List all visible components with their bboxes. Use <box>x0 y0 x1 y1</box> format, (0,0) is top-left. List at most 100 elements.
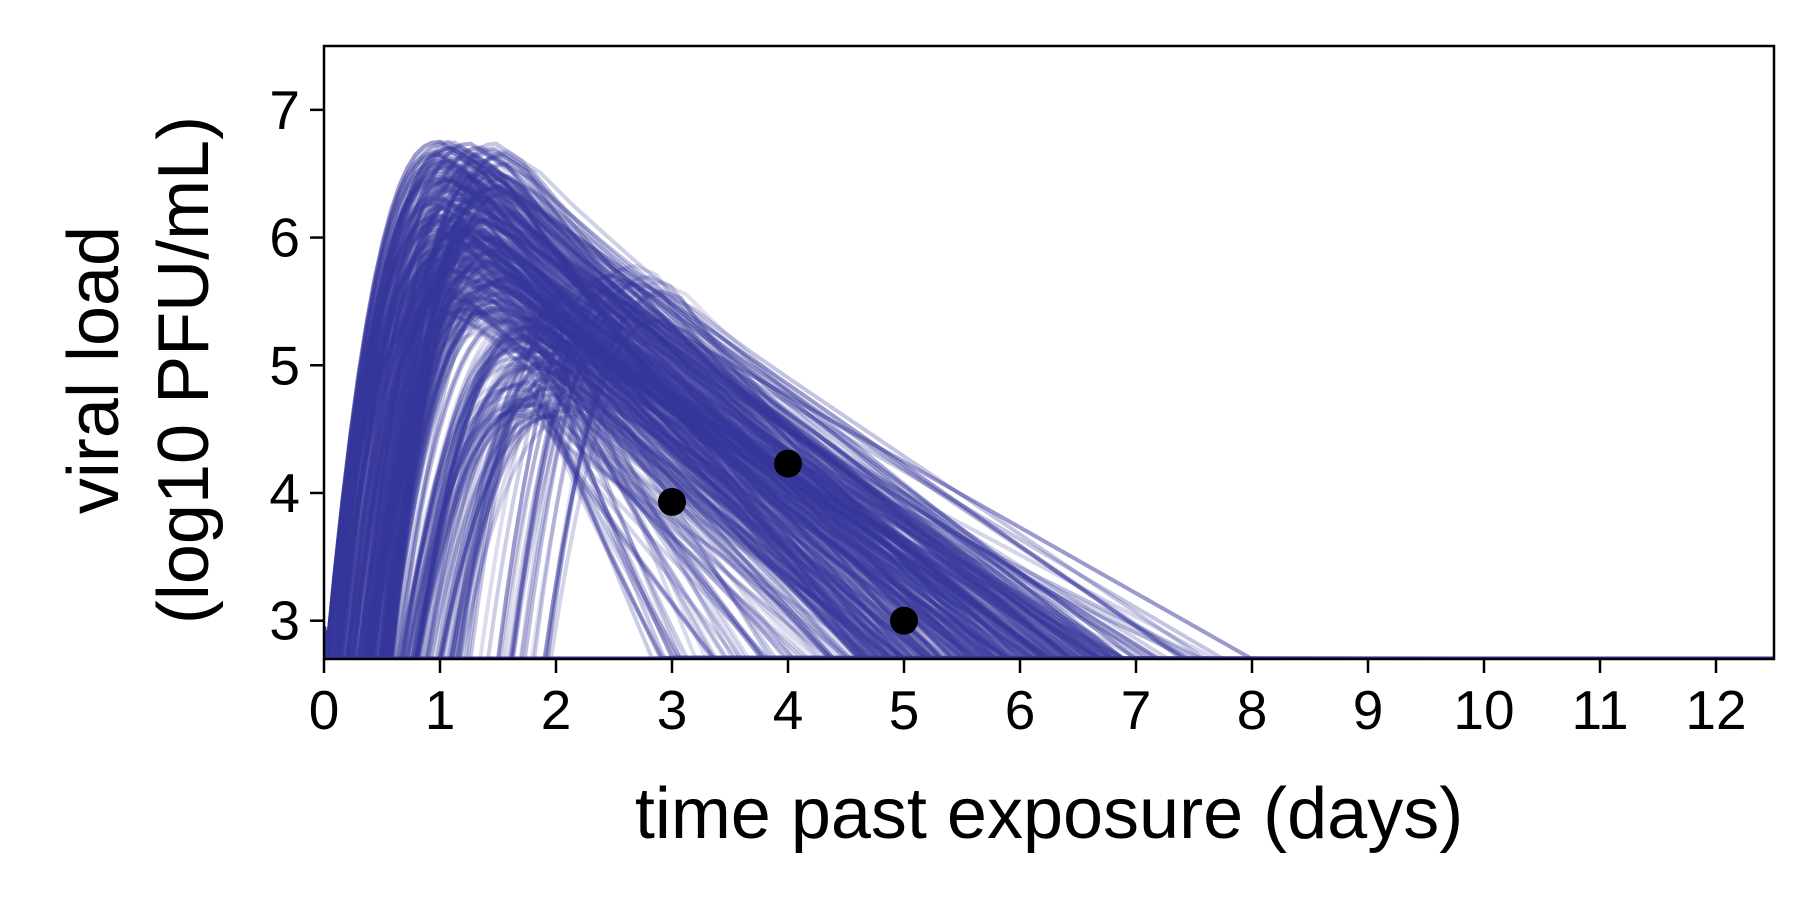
trajectory-line <box>324 244 1774 659</box>
trajectory-line <box>324 294 1774 659</box>
trajectory-line <box>324 403 1774 659</box>
trajectory-line <box>324 315 1774 659</box>
trajectory-line <box>324 276 1774 659</box>
trajectory-line <box>324 318 1774 659</box>
trajectory-line <box>324 152 1774 659</box>
trajectory-line <box>324 177 1774 659</box>
trajectory-line <box>324 205 1774 659</box>
trajectory-line <box>324 377 1774 659</box>
trajectory-line <box>324 250 1774 659</box>
y-axis-title-line-2: (log10 PFU/mL) <box>144 116 224 624</box>
trajectory-line <box>324 315 1774 659</box>
trajectory-line <box>324 285 1774 659</box>
trajectory-line <box>324 279 1774 659</box>
trajectory-line <box>324 185 1774 659</box>
trajectory-line <box>324 171 1774 659</box>
trajectory-line <box>324 243 1774 659</box>
trajectory-line <box>324 182 1774 659</box>
trajectory-line <box>324 306 1774 659</box>
trajectory-line <box>324 364 1774 659</box>
trajectory-line <box>324 227 1774 659</box>
trajectory-line <box>324 274 1774 659</box>
trajectory-line <box>324 188 1774 659</box>
trajectory-line <box>324 316 1774 659</box>
trajectory-line <box>324 194 1774 659</box>
trajectory-line <box>324 164 1774 659</box>
trajectory-line <box>324 214 1774 659</box>
trajectory-line <box>324 152 1774 659</box>
trajectory-line <box>324 163 1774 659</box>
trajectory-line <box>324 317 1774 659</box>
trajectory-line <box>324 304 1774 659</box>
trajectory-line <box>324 376 1774 659</box>
trajectory-line <box>324 280 1774 659</box>
trajectory-line <box>324 259 1774 659</box>
trajectory-line <box>324 346 1774 659</box>
trajectory-line <box>324 291 1774 659</box>
trajectory-line <box>324 323 1774 659</box>
trajectory-line <box>324 306 1774 659</box>
trajectory-line <box>324 323 1774 659</box>
trajectory-line <box>324 342 1774 659</box>
trajectory-line <box>324 196 1774 659</box>
trajectory-line <box>324 241 1774 659</box>
trajectory-line <box>324 288 1774 659</box>
trajectory-line <box>324 155 1774 659</box>
trajectory-line <box>324 141 1774 659</box>
trajectory-line <box>324 141 1774 659</box>
trajectory-line <box>324 174 1774 659</box>
trajectory-line <box>324 292 1774 659</box>
trajectory-line <box>324 176 1774 659</box>
trajectory-line <box>324 231 1774 659</box>
trajectory-line <box>324 413 1774 659</box>
trajectory-line <box>324 264 1774 659</box>
trajectory-line <box>324 277 1774 659</box>
trajectory-line <box>324 145 1774 659</box>
trajectory-line <box>324 218 1774 659</box>
trajectory-line <box>324 369 1774 659</box>
trajectory-line <box>324 281 1774 659</box>
trajectory-line <box>324 278 1774 659</box>
trajectory-line <box>324 275 1774 659</box>
trajectory-line <box>324 165 1774 659</box>
trajectory-line <box>324 170 1774 659</box>
trajectory-line <box>324 349 1774 659</box>
trajectory-line <box>324 341 1774 659</box>
trajectory-line <box>324 296 1774 659</box>
x-tick-label: 10 <box>1453 679 1514 741</box>
trajectory-line <box>324 170 1774 659</box>
trajectory-line <box>324 251 1774 659</box>
trajectory-line <box>324 180 1774 659</box>
trajectory-line <box>324 217 1774 659</box>
trajectory-line <box>324 210 1774 659</box>
trajectory-line <box>324 228 1774 659</box>
trajectory-line <box>324 145 1774 659</box>
trajectory-line <box>324 350 1774 659</box>
trajectory-line <box>324 162 1774 659</box>
trajectory-line <box>324 227 1774 659</box>
trajectory-line <box>324 355 1774 659</box>
trajectory-line <box>324 188 1774 659</box>
trajectory-line <box>324 408 1774 659</box>
trajectory-line <box>324 292 1774 659</box>
trajectory-line <box>324 154 1774 659</box>
trajectory-line <box>324 196 1774 659</box>
trajectory-line <box>324 397 1774 659</box>
trajectory-line <box>324 247 1774 659</box>
trajectory-line <box>324 187 1774 659</box>
trajectory-line <box>324 223 1774 659</box>
x-axis-ticks: 0 1 2 3 4 5 6 7 8 9 10 11 12 <box>309 659 1747 741</box>
trajectory-line <box>324 235 1774 659</box>
trajectory-line <box>324 346 1774 659</box>
trajectory-line <box>324 310 1774 659</box>
trajectory-line <box>324 173 1774 659</box>
x-tick-label: 6 <box>1005 679 1036 741</box>
trajectory-line <box>324 289 1774 659</box>
trajectory-line <box>324 301 1774 659</box>
trajectory-line <box>324 241 1774 659</box>
trajectory-line <box>324 265 1774 659</box>
x-tick-label: 1 <box>425 679 456 741</box>
trajectory-line <box>324 153 1774 659</box>
trajectory-line <box>324 273 1774 659</box>
trajectory-line <box>324 187 1774 659</box>
